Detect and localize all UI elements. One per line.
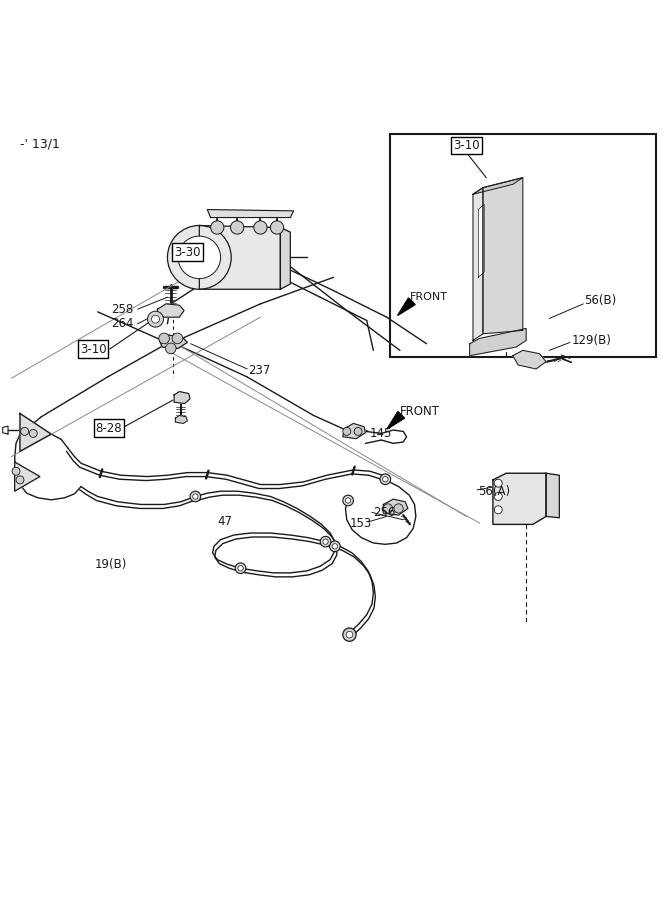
Text: 237: 237 bbox=[249, 364, 271, 377]
Circle shape bbox=[178, 236, 221, 279]
Text: -' 13/1: -' 13/1 bbox=[20, 138, 60, 151]
Circle shape bbox=[167, 226, 231, 289]
Text: 3-30: 3-30 bbox=[174, 246, 201, 258]
Circle shape bbox=[332, 544, 338, 549]
Circle shape bbox=[494, 479, 502, 487]
Text: 145: 145 bbox=[370, 427, 392, 440]
Circle shape bbox=[165, 343, 176, 354]
Text: FRONT: FRONT bbox=[410, 292, 448, 302]
Bar bbox=[390, 134, 656, 357]
Circle shape bbox=[343, 495, 354, 506]
Text: 153: 153 bbox=[350, 517, 372, 529]
Text: 8-28: 8-28 bbox=[95, 421, 122, 435]
Circle shape bbox=[343, 428, 351, 436]
Circle shape bbox=[383, 477, 388, 482]
Polygon shape bbox=[387, 411, 405, 429]
Circle shape bbox=[235, 562, 246, 573]
Polygon shape bbox=[384, 500, 408, 515]
Circle shape bbox=[354, 428, 362, 436]
Polygon shape bbox=[199, 226, 280, 289]
Text: 129(B): 129(B) bbox=[572, 334, 611, 346]
Polygon shape bbox=[15, 462, 40, 491]
Circle shape bbox=[151, 315, 159, 323]
Circle shape bbox=[231, 220, 244, 234]
Polygon shape bbox=[473, 187, 483, 340]
Circle shape bbox=[29, 429, 37, 437]
Circle shape bbox=[21, 428, 29, 436]
Circle shape bbox=[12, 467, 20, 475]
Circle shape bbox=[323, 539, 328, 544]
Circle shape bbox=[346, 631, 353, 638]
Circle shape bbox=[384, 504, 393, 513]
Circle shape bbox=[320, 536, 331, 547]
Polygon shape bbox=[175, 416, 187, 423]
Circle shape bbox=[193, 494, 198, 500]
Circle shape bbox=[147, 311, 163, 327]
Text: 258: 258 bbox=[111, 302, 133, 316]
Circle shape bbox=[211, 220, 224, 234]
Circle shape bbox=[159, 333, 169, 344]
Circle shape bbox=[329, 541, 340, 552]
Text: 264: 264 bbox=[111, 318, 133, 330]
Text: 56(A): 56(A) bbox=[478, 485, 510, 498]
Text: 56(B): 56(B) bbox=[584, 294, 617, 307]
Circle shape bbox=[16, 476, 24, 484]
Circle shape bbox=[494, 506, 502, 514]
Polygon shape bbox=[546, 473, 560, 518]
Polygon shape bbox=[513, 350, 546, 369]
Polygon shape bbox=[470, 328, 526, 356]
Polygon shape bbox=[207, 210, 293, 218]
Polygon shape bbox=[280, 228, 290, 289]
Circle shape bbox=[270, 220, 283, 234]
Polygon shape bbox=[493, 473, 546, 525]
Circle shape bbox=[380, 474, 391, 484]
Circle shape bbox=[494, 492, 502, 500]
Text: 19(B): 19(B) bbox=[94, 558, 127, 571]
Polygon shape bbox=[20, 413, 51, 451]
Circle shape bbox=[346, 498, 351, 503]
Polygon shape bbox=[343, 423, 366, 438]
Circle shape bbox=[172, 333, 183, 344]
Polygon shape bbox=[157, 304, 184, 317]
Text: 3-10: 3-10 bbox=[453, 140, 480, 152]
Polygon shape bbox=[398, 298, 415, 316]
Polygon shape bbox=[174, 392, 190, 403]
Text: 47: 47 bbox=[217, 515, 232, 528]
Circle shape bbox=[238, 565, 243, 571]
Circle shape bbox=[253, 220, 267, 234]
Circle shape bbox=[190, 491, 201, 502]
Polygon shape bbox=[159, 335, 187, 348]
Text: 256: 256 bbox=[374, 506, 396, 519]
Text: FRONT: FRONT bbox=[400, 405, 440, 418]
Circle shape bbox=[343, 628, 356, 642]
Polygon shape bbox=[473, 177, 523, 194]
Circle shape bbox=[394, 504, 404, 513]
Polygon shape bbox=[483, 177, 523, 334]
Polygon shape bbox=[478, 204, 484, 277]
Text: 3-10: 3-10 bbox=[80, 343, 106, 356]
